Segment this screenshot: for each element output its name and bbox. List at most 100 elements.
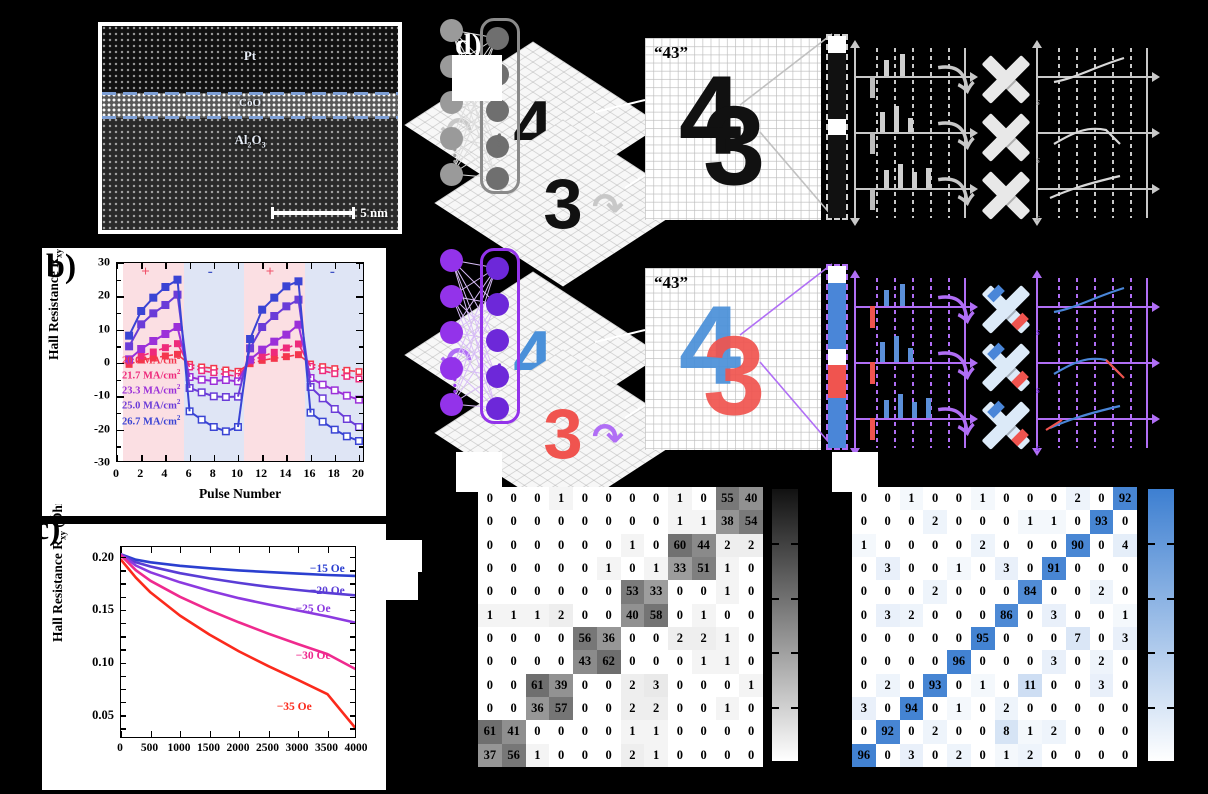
white-occluder-cm-gray	[456, 452, 502, 492]
input-pulse-down-1	[870, 362, 875, 384]
matrix-y-tick-0	[472, 498, 478, 501]
crossbar-array-output	[1032, 270, 1160, 456]
series-marker	[343, 372, 351, 380]
confusion-cell-r2-c6: 0	[994, 533, 1019, 557]
crossbar-wordline-1	[854, 362, 972, 364]
matrix-y-tick-9	[846, 708, 852, 711]
confusion-cell-r3-c8: 33	[668, 557, 692, 581]
series-marker	[342, 432, 351, 441]
network-input-ellipsis: •••	[445, 147, 461, 165]
matrix-y-tick-right-5	[763, 615, 769, 617]
x-tick	[165, 263, 167, 269]
y-tick	[356, 263, 363, 265]
confusion-cell-r3-c6: 0	[620, 557, 645, 581]
legend-entry-4: 26.7 MA/cm2	[122, 414, 180, 429]
confusion-cell-r7-c7: 0	[644, 650, 668, 674]
confusion-cell-r1-c2: 0	[525, 510, 550, 534]
confusion-cell-r8-c0: 0	[478, 673, 502, 697]
confusion-cell-r8-c6: 0	[994, 673, 1019, 697]
mnist-digit-4: 4	[679, 283, 742, 408]
confusion-cell-r5-c11: 1	[1113, 603, 1137, 627]
confusion-cell-r3-c7: 0	[1018, 557, 1042, 581]
confusion-cell-r4-c0: 0	[478, 580, 502, 604]
x-tick-label-3: 6	[185, 466, 192, 480]
x-tick	[121, 547, 123, 553]
y-tick	[121, 649, 126, 651]
curve-label-1: −20 Oe	[309, 585, 345, 598]
panel-a-tem-image: Pt CoO Al2O3 5 nm	[98, 22, 402, 234]
confusion-cell-r11-c5: 0	[970, 743, 995, 767]
confusion-cell-r6-c6: 0	[620, 627, 645, 651]
crossbar-arrow-0	[1152, 302, 1160, 312]
series-marker	[282, 330, 291, 339]
feedback-arrow-0: ⤵	[936, 288, 978, 334]
matrix-y-tick-0	[846, 498, 852, 501]
x-tick	[141, 263, 143, 269]
network-output-node-2	[486, 329, 509, 352]
y-tick	[350, 675, 355, 678]
matrix-y-tick-10	[846, 732, 852, 734]
confusion-cell-r3-c2: 0	[899, 557, 924, 581]
confusion-cell-r1-c0: 0	[478, 510, 502, 534]
confusion-cell-r6-c3: 0	[549, 627, 573, 651]
matrix-y-tick-7	[846, 662, 852, 664]
confusion-cell-r9-c4: 1	[947, 697, 971, 721]
white-occluder-c-right	[386, 540, 422, 572]
confusion-cell-r6-c6: 0	[994, 627, 1019, 651]
tem-layer-coo	[102, 93, 398, 118]
series-marker	[343, 366, 351, 374]
confusion-cell-r6-c8: 0	[1042, 627, 1066, 651]
series-marker	[331, 370, 339, 378]
confusion-cell-r1-c4: 0	[947, 510, 971, 534]
y-tick	[121, 715, 126, 717]
x-tick	[180, 547, 182, 553]
series-marker	[342, 415, 351, 423]
x-tick-label-8: 16	[303, 466, 316, 480]
crossbar-wordline-0	[1036, 76, 1154, 78]
confusion-cell-r6-c3: 0	[923, 627, 947, 651]
y-tick	[350, 609, 355, 612]
series-marker	[319, 367, 327, 375]
network-output-node-1	[486, 293, 509, 316]
confusion-cell-r10-c9: 0	[691, 720, 716, 744]
series-marker	[318, 394, 327, 403]
confusion-cell-r10-c1: 92	[875, 720, 900, 744]
series-marker	[173, 340, 181, 348]
mnist-label: “43”	[654, 273, 688, 292]
series-marker	[318, 380, 327, 389]
confusion-cell-r7-c6: 0	[620, 650, 645, 674]
series-marker	[149, 348, 157, 356]
confusion-cell-r4-c11: 0	[739, 580, 763, 604]
confusion-cell-r1-c8: 1	[1042, 510, 1066, 534]
confusion-cell-r0-c3: 1	[549, 487, 573, 511]
matrix-y-tick-8	[846, 685, 852, 687]
matrix-x-tick-2	[911, 767, 913, 773]
confusion-cell-r4-c11: 0	[1113, 580, 1137, 604]
series-marker	[137, 307, 146, 315]
confusion-cell-r10-c9: 0	[1065, 720, 1090, 744]
x-tick-label-2: 1000	[167, 742, 191, 754]
confusion-cell-r9-c2: 94	[899, 697, 924, 721]
confusion-cell-r0-c7: 0	[1018, 487, 1042, 511]
confusion-cell-r5-c2: 1	[525, 603, 550, 627]
series-curve-2	[121, 553, 355, 624]
colorbar-tick	[1148, 543, 1155, 546]
confusion-cell-r2-c10: 2	[715, 533, 740, 557]
series-marker	[330, 405, 339, 413]
confusion-cell-r1-c1: 0	[501, 510, 526, 534]
white-occluder-left-b	[42, 474, 100, 504]
matrix-y-tick-right-6	[763, 638, 769, 641]
crossbar-arrow-2	[970, 414, 978, 424]
confusion-cell-r9-c1: 0	[875, 697, 900, 721]
confusion-cell-r11-c0: 96	[852, 743, 876, 767]
series-marker	[161, 283, 170, 291]
confusion-cell-r5-c2: 2	[899, 603, 924, 627]
y-tick	[117, 346, 121, 348]
confusion-cell-r10-c5: 0	[970, 720, 995, 744]
confusion-cell-r0-c0: 0	[852, 487, 876, 511]
x-tick	[141, 455, 143, 461]
colorbar-tick	[1167, 706, 1174, 709]
vector-cell-1	[828, 282, 846, 300]
mnist-digit-3: 3	[703, 83, 766, 208]
series-marker	[258, 345, 267, 354]
